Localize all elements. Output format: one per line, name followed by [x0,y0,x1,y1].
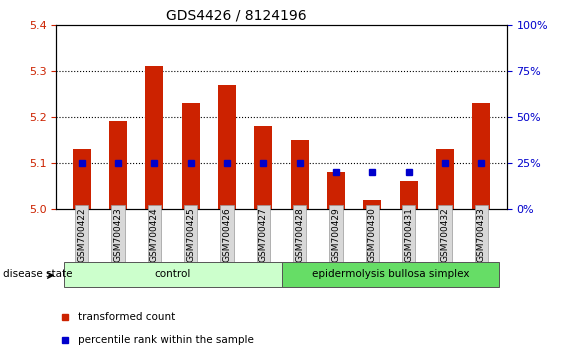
Bar [363,200,381,209]
Text: GSM700423: GSM700423 [114,207,123,262]
Text: GSM700424: GSM700424 [150,207,159,262]
Bar [64,262,282,287]
Bar [218,85,236,209]
Text: transformed count: transformed count [78,312,175,322]
Text: GSM700428: GSM700428 [295,207,304,262]
Text: GSM700422: GSM700422 [77,207,86,262]
Text: GSM700426: GSM700426 [222,207,231,262]
Text: GSM700433: GSM700433 [477,207,486,262]
Text: GSM700431: GSM700431 [404,207,413,262]
Text: control: control [154,269,191,279]
Text: GDS4426 / 8124196: GDS4426 / 8124196 [166,9,307,23]
Bar [291,140,309,209]
Text: GSM700427: GSM700427 [259,207,268,262]
Bar [109,121,127,209]
Text: GSM700429: GSM700429 [332,207,341,262]
Bar [400,181,418,209]
Bar [436,149,454,209]
Bar [327,172,345,209]
Bar [282,262,499,287]
Bar [472,103,490,209]
Text: epidermolysis bullosa simplex: epidermolysis bullosa simplex [312,269,469,279]
Text: percentile rank within the sample: percentile rank within the sample [78,335,254,346]
Bar [182,103,200,209]
Text: GSM700425: GSM700425 [186,207,195,262]
Text: disease state: disease state [3,269,72,279]
Bar [254,126,272,209]
Bar [73,149,91,209]
Text: GSM700430: GSM700430 [368,207,377,262]
Text: GSM700432: GSM700432 [440,207,449,262]
Bar [145,66,163,209]
